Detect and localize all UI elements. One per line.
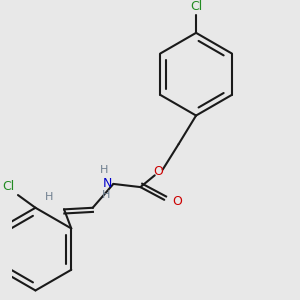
Text: N: N: [102, 177, 112, 190]
Text: O: O: [154, 165, 164, 178]
Text: H: H: [100, 165, 109, 175]
Text: O: O: [172, 195, 182, 208]
Text: Cl: Cl: [2, 179, 14, 193]
Text: H: H: [102, 190, 111, 200]
Text: H: H: [45, 192, 53, 203]
Text: Cl: Cl: [190, 0, 202, 13]
